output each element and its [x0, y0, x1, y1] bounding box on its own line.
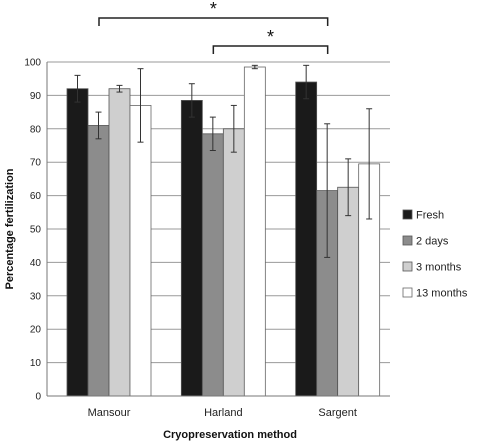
legend-swatch	[402, 209, 413, 220]
legend-swatch	[402, 287, 413, 298]
legend-label: 13 months	[416, 288, 468, 300]
error-bars	[74, 64, 373, 258]
significance-bracket	[98, 17, 329, 26]
y-tick-label: 100	[24, 58, 41, 69]
bar-3-months-mansour	[108, 88, 131, 397]
y-tick-label: 60	[30, 191, 42, 202]
bar-2-days-harland	[201, 133, 224, 397]
x-axis-title: Cryopreservation method	[163, 429, 297, 441]
y-tick-label: 70	[30, 158, 42, 169]
legend: Fresh 2 days 3 months 13 months	[402, 209, 468, 300]
bar-fresh-sargent	[295, 81, 318, 397]
bar-2-days-mansour	[87, 125, 110, 397]
axes	[46, 62, 390, 397]
y-tick-labels: 0 10 20 30 40 50 60 70 80 90 100	[24, 58, 41, 403]
significance-brackets: **	[98, 0, 329, 54]
significance-bracket	[212, 45, 329, 54]
legend-label: Fresh	[416, 210, 444, 222]
bar-fresh-mansour	[66, 88, 89, 397]
y-tick-label: 50	[30, 225, 42, 236]
bar-13-months-mansour	[129, 105, 152, 397]
significance-star: *	[267, 27, 274, 47]
x-category-label: Mansour	[88, 407, 131, 419]
bar-3-months-harland	[222, 128, 245, 397]
bar-fresh-harland	[180, 100, 203, 397]
legend-swatch	[402, 235, 413, 246]
y-tick-label: 80	[30, 124, 42, 135]
x-category-labels: Mansour Harland Sargent	[88, 407, 357, 419]
y-tick-label: 30	[30, 291, 42, 302]
y-tick-label: 20	[30, 325, 42, 336]
y-tick-label: 0	[35, 392, 41, 403]
x-category-label: Sargent	[318, 407, 357, 419]
legend-swatch	[402, 261, 413, 272]
bar-13-months-harland	[243, 66, 266, 397]
y-tick-label: 10	[30, 358, 42, 369]
y-tick-label: 40	[30, 258, 42, 269]
legend-label: 2 days	[416, 236, 449, 248]
y-axis-title: Percentage fertilization	[4, 168, 16, 289]
bar-3-months-sargent	[337, 186, 360, 397]
significance-star: *	[210, 0, 217, 19]
x-category-label: Harland	[204, 407, 243, 419]
legend-label: 3 months	[416, 262, 462, 274]
y-tick-label: 90	[30, 91, 42, 102]
bars	[66, 66, 381, 397]
